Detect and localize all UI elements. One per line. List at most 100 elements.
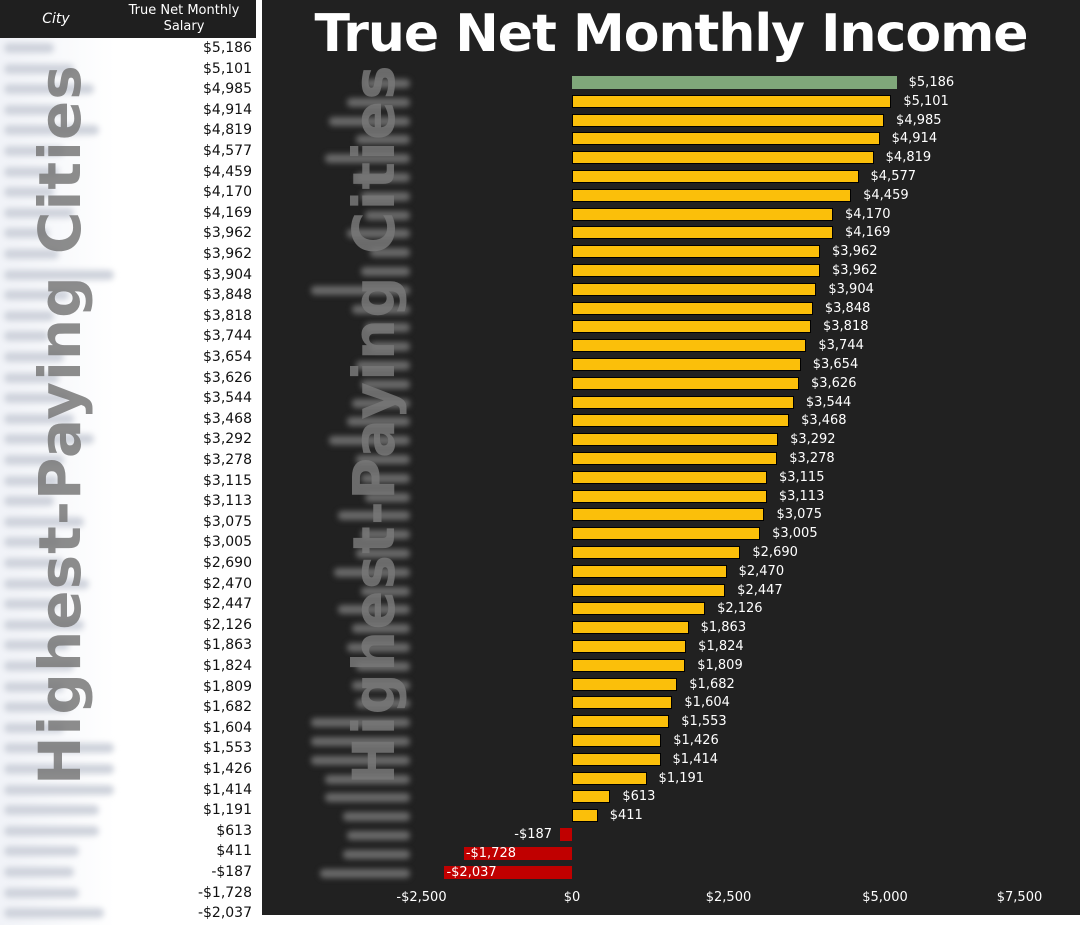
bar (572, 527, 761, 541)
bar (572, 752, 661, 766)
salary-value: $3,904 (203, 266, 252, 283)
category-label-blurred (347, 831, 410, 840)
x-tick-label: $5,000 (862, 890, 908, 905)
bar (572, 602, 706, 616)
x-tick-label: $0 (563, 890, 581, 905)
bar (572, 734, 662, 747)
salary-value: $3,848 (203, 287, 252, 304)
table-row: $3,962 (0, 223, 256, 244)
salary-value: $1,191 (203, 802, 252, 819)
salary-value: $3,962 (203, 225, 252, 242)
value-label: $1,553 (681, 714, 727, 730)
city-name-blurred (4, 475, 59, 486)
table-row: $613 (0, 821, 256, 842)
bar (572, 76, 897, 89)
value-label: $4,169 (844, 225, 891, 241)
salary-value: $3,005 (203, 534, 252, 551)
bar (572, 170, 859, 183)
value-label: $3,544 (805, 394, 852, 410)
value-label: -$187 (514, 827, 553, 842)
table-row: $3,744 (0, 326, 256, 347)
bar (463, 846, 572, 860)
salary-value: $4,985 (203, 81, 252, 98)
value-label: $4,170 (845, 206, 891, 222)
salary-value: $3,626 (203, 369, 252, 386)
bar (572, 677, 678, 691)
watermark-chart: Highest-Paying Cities (340, 64, 408, 785)
value-label: $2,470 (738, 563, 785, 579)
salary-value: $2,690 (203, 555, 252, 571)
table-row: $1,809 (0, 677, 256, 698)
table-row: $1,191 (0, 800, 256, 821)
value-label: $3,962 (832, 263, 878, 278)
table-row: $4,914 (0, 100, 256, 121)
table-row: $3,278 (0, 450, 256, 471)
city-name-blurred (4, 413, 74, 424)
value-label: $3,468 (801, 413, 847, 429)
category-label-blurred (333, 567, 410, 577)
table-row: -$2,037 (0, 903, 256, 924)
salary-value: $1,682 (203, 699, 252, 716)
salary-value: $3,962 (203, 246, 252, 262)
table-row: -$187 (0, 862, 256, 883)
salary-value: $3,818 (203, 307, 252, 324)
table-row: $2,447 (0, 594, 256, 615)
city-name-blurred (4, 166, 59, 177)
bar (572, 226, 833, 240)
city-name-blurred (4, 125, 99, 136)
salary-value: $1,426 (203, 761, 252, 777)
value-label: $5,186 (908, 75, 955, 90)
value-label: $3,115 (778, 469, 825, 485)
category-label-blurred (356, 661, 410, 671)
category-label-blurred (342, 849, 410, 859)
category-label-blurred (324, 154, 410, 164)
value-label: $1,414 (672, 751, 719, 767)
bar (572, 452, 778, 465)
salary-value: -$1,728 (197, 884, 252, 901)
bar (572, 564, 727, 578)
chart-title: True Net Monthly Income (314, 4, 1028, 64)
table-row: $4,819 (0, 120, 256, 141)
salary-value: $613 (216, 822, 252, 839)
bar (572, 414, 790, 428)
value-label: $3,818 (823, 319, 869, 335)
city-name-blurred (4, 187, 54, 198)
salary-value: $4,459 (203, 163, 252, 180)
table-row: $3,115 (0, 471, 256, 492)
table-row: $3,626 (0, 368, 256, 389)
value-label: $4,819 (885, 150, 932, 166)
category-label-blurred (324, 774, 410, 784)
city-name-blurred (4, 764, 114, 774)
bar (572, 282, 817, 296)
table-row: $4,577 (0, 141, 256, 162)
category-label-blurred (329, 436, 410, 446)
value-label: $1,863 (700, 620, 747, 636)
category-label-blurred (360, 191, 410, 201)
table-row: $3,962 (0, 244, 256, 265)
category-label-blurred (360, 473, 410, 483)
value-label: $3,075 (776, 507, 822, 523)
table-row: $4,985 (0, 79, 256, 100)
salary-value: $2,447 (203, 596, 252, 613)
bar (560, 828, 572, 841)
city-name-blurred (4, 722, 64, 733)
bar (572, 546, 741, 559)
category-label-blurred (356, 173, 410, 182)
bar (572, 771, 647, 785)
table-row: $2,126 (0, 615, 256, 636)
value-label: $4,459 (863, 187, 909, 203)
value-label: $1,191 (658, 770, 705, 786)
category-label-blurred (356, 135, 410, 145)
city-name-blurred (4, 455, 64, 465)
value-label: $3,848 (824, 300, 871, 316)
x-tick-label: $2,500 (705, 890, 752, 905)
table-row: $3,005 (0, 532, 256, 553)
category-label-blurred (365, 79, 410, 88)
data-table: City True Net Monthly Salary $5,186 $5,10… (0, 0, 256, 925)
table-row: $3,292 (0, 429, 256, 450)
value-label: $4,985 (896, 112, 942, 128)
bar (572, 339, 807, 353)
value-label: $3,292 (790, 432, 836, 448)
value-label: $1,824 (698, 639, 744, 654)
bar (572, 640, 687, 653)
